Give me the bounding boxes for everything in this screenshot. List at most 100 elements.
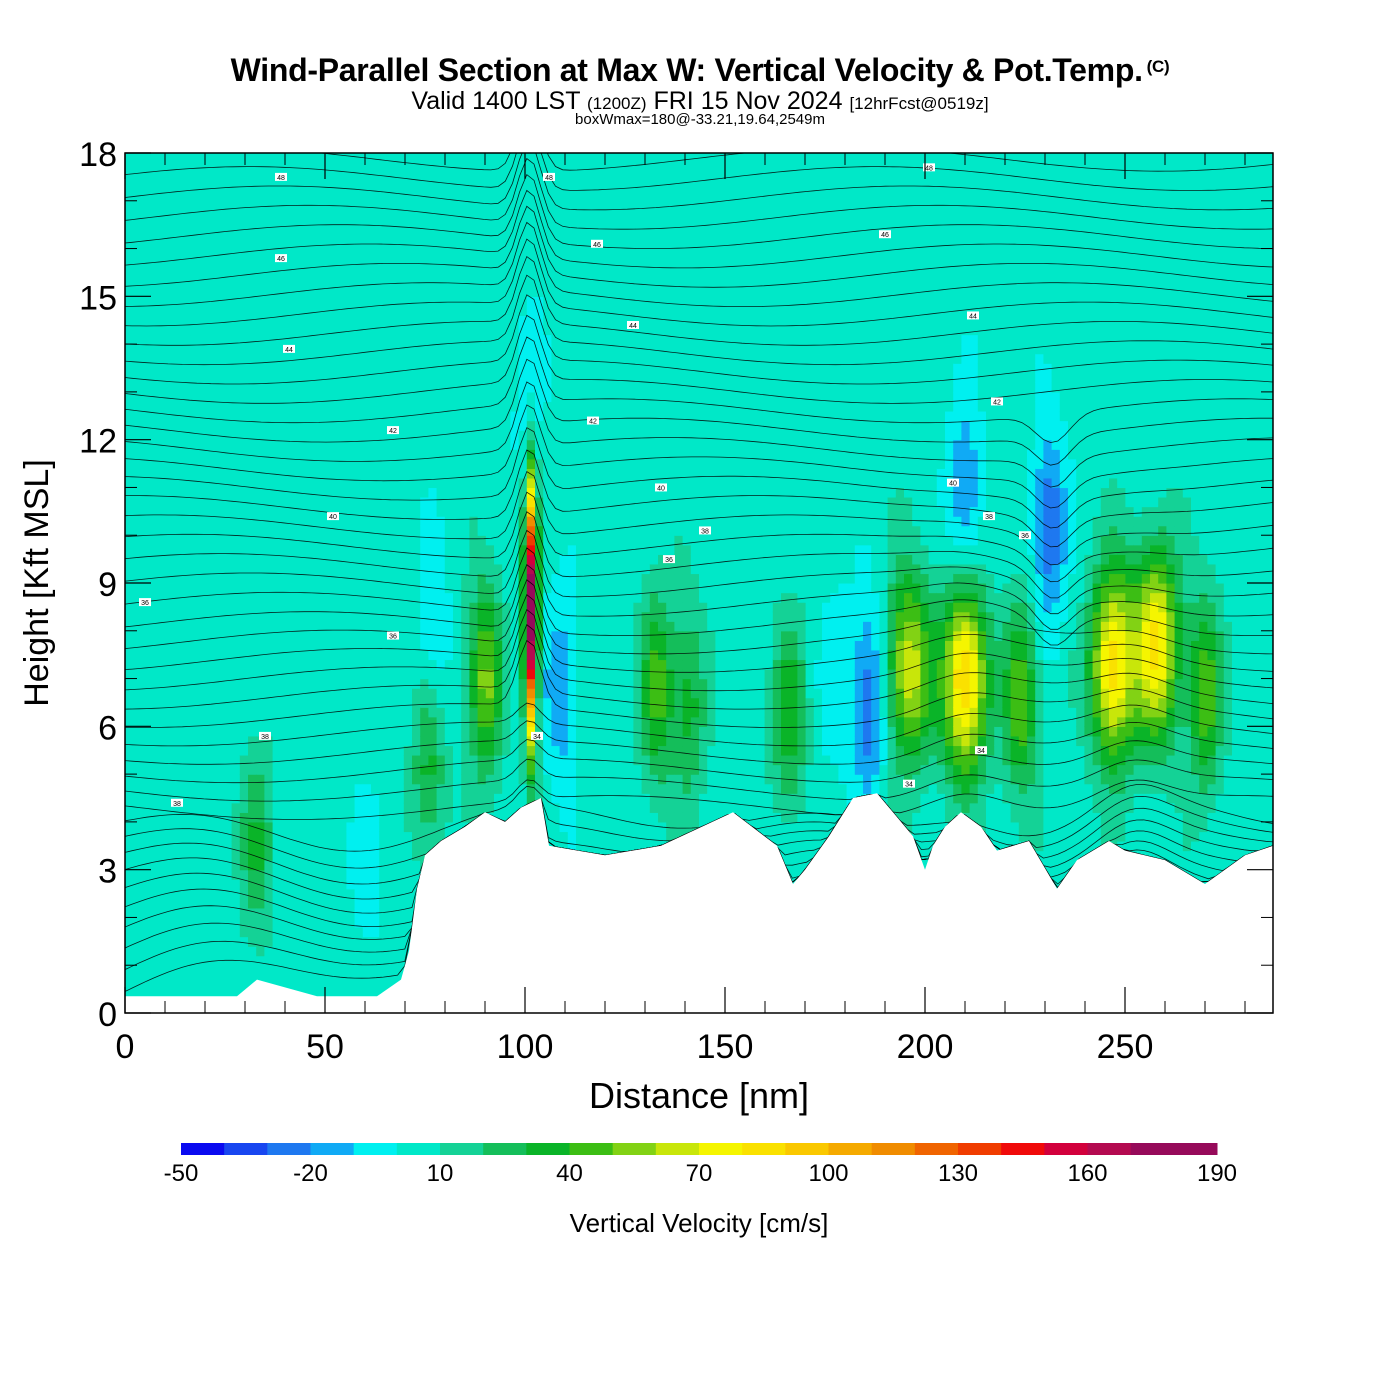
velocity-cell [567,735,577,747]
velocity-cell [321,411,331,422]
velocity-cell [125,172,134,183]
velocity-cell [248,296,257,307]
velocity-cell [494,344,503,355]
velocity-cell [387,296,397,307]
velocity-cell [362,688,372,699]
velocity-cell [346,611,356,622]
velocity-cell [289,860,298,871]
velocity-cell [149,831,159,842]
velocity-cell [182,200,192,211]
velocity-cell [477,583,487,594]
velocity-cell [567,583,577,594]
velocity-cell [559,286,569,297]
velocity-cell [280,334,290,345]
velocity-cell [321,716,331,727]
velocity-cell [444,497,454,508]
velocity-cell [190,191,200,202]
velocity-cell [133,793,142,804]
velocity-cell [174,525,183,536]
velocity-cell [371,630,380,641]
velocity-cell [354,411,364,422]
velocity-cell [379,793,388,804]
velocity-cell [198,239,208,250]
velocity-cell [280,841,290,852]
velocity-cell [379,458,388,469]
velocity-cell [338,812,347,823]
velocity-cell [526,783,536,794]
velocity-cell [428,611,438,622]
velocity-cell [510,678,520,689]
velocity-cell [264,659,274,670]
velocity-cell [412,344,421,355]
velocity-cell [174,630,183,641]
velocity-cell [272,669,282,680]
velocity-cell [485,497,495,508]
velocity-cell [354,850,364,861]
velocity-cell [379,621,388,632]
velocity-cell [330,802,339,813]
velocity-cell [215,802,224,813]
velocity-cell [338,449,347,460]
velocity-cell [207,716,216,727]
velocity-cell [166,707,175,718]
velocity-cell [174,391,183,403]
velocity-cell [485,602,495,613]
velocity-cell [330,812,339,823]
velocity-cell [346,898,356,909]
velocity-cell [477,611,487,622]
velocity-cell [330,649,339,661]
velocity-cell [190,477,200,489]
velocity-cell [526,468,536,479]
velocity-cell [133,563,142,575]
velocity-cell [477,277,487,288]
velocity-cell [362,888,372,899]
velocity-cell [125,841,134,852]
velocity-cell [313,860,323,871]
velocity-cell [248,248,257,259]
velocity-cell [518,745,528,756]
velocity-cell [510,707,520,718]
velocity-cell [428,477,438,489]
velocity-cell [535,678,544,689]
velocity-cell [387,181,397,192]
velocity-cell [535,477,544,489]
velocity-cell [133,535,142,546]
velocity-cell [207,793,216,804]
velocity-cell [526,363,536,374]
velocity-cell [313,497,323,508]
velocity-cell [231,544,241,555]
velocity-cell [256,305,265,317]
velocity-cell [133,239,142,250]
velocity-cell [190,516,200,527]
velocity-cell [387,516,397,527]
velocity-cell [576,774,585,785]
velocity-cell [428,726,438,737]
velocity-cell [469,420,479,431]
velocity-cell [469,458,479,469]
velocity-cell [182,563,192,575]
velocity-cell [469,497,479,508]
velocity-cell [453,516,462,527]
velocity-cell [485,430,495,441]
velocity-cell [379,965,388,976]
copyright-mark: (C) [1146,57,1170,76]
velocity-cell [321,372,331,383]
velocity-cell [461,334,470,345]
velocity-cell [567,411,577,422]
velocity-cell [526,277,536,288]
velocity-cell [215,659,224,670]
velocity-cell [198,468,208,479]
velocity-cell [330,162,339,173]
velocity-cell [420,621,429,632]
velocity-cell [461,745,470,756]
velocity-cell [518,449,528,460]
velocity-cell [436,420,446,431]
velocity-cell [149,363,159,374]
velocity-cell [518,458,528,469]
velocity-cell [412,755,421,766]
velocity-cell [412,669,421,680]
velocity-cell [231,611,241,622]
velocity-cell [338,315,347,326]
velocity-cell [248,793,257,804]
velocity-cell [346,955,356,966]
